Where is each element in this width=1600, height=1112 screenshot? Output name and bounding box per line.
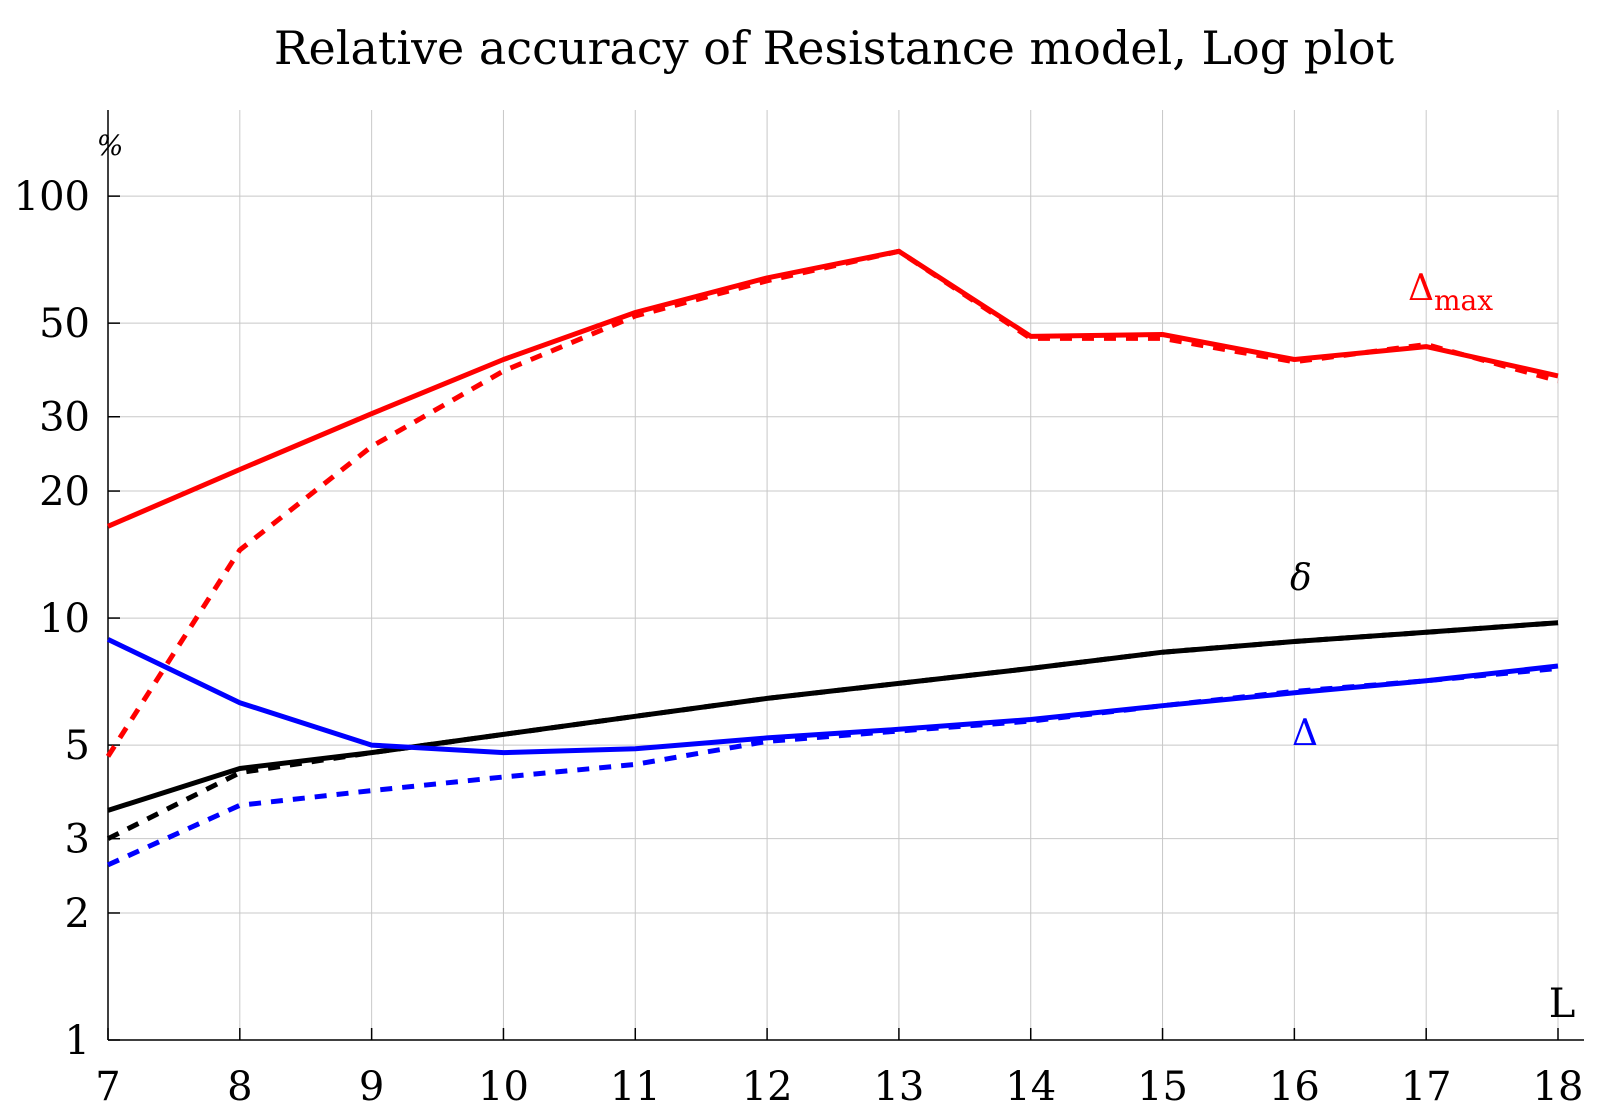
y-tick-label: 1 <box>65 1018 90 1064</box>
chart-title: Relative accuracy of Resistance model, L… <box>274 21 1395 75</box>
x-tick-label: 9 <box>359 1064 384 1110</box>
x-axis-unit-label: L <box>1549 981 1576 1027</box>
x-tick-label: 11 <box>610 1064 661 1110</box>
x-tick-label: 8 <box>227 1064 252 1110</box>
y-tick-label: 3 <box>65 817 90 863</box>
series-line-labeled-2-solid <box>107 620 1559 813</box>
y-tick-label: 20 <box>39 469 90 515</box>
series-label-0: Δmax <box>1408 268 1493 317</box>
y-axis-unit-label: % <box>97 129 124 162</box>
series-line-1-dashed <box>105 248 1559 758</box>
series-label-main: Δ <box>1408 268 1434 309</box>
grid <box>107 110 1559 1041</box>
x-tick-label: 15 <box>1137 1064 1188 1110</box>
series-line-5-dashed <box>106 665 1559 868</box>
series-label-2: δ <box>1290 558 1312 599</box>
series-label-subscript: max <box>1434 284 1493 317</box>
y-tick-label: 5 <box>65 723 90 769</box>
series-label-main: δ <box>1290 558 1312 599</box>
x-tick-label: 18 <box>1533 1064 1584 1110</box>
x-tick-label: 14 <box>1005 1064 1056 1110</box>
y-tick-label: 2 <box>65 891 90 937</box>
x-tick-label: 13 <box>873 1064 924 1110</box>
series-line-3-dashed <box>106 620 1559 841</box>
x-tick-label: 17 <box>1401 1064 1452 1110</box>
series-label-4: Δ <box>1292 713 1318 754</box>
y-tick-label: 100 <box>14 174 90 220</box>
y-tick-label: 10 <box>39 596 90 642</box>
x-tick-label: 7 <box>95 1064 120 1110</box>
x-tick-label: 10 <box>478 1064 529 1110</box>
series-line-labeled-4-solid <box>106 637 1559 756</box>
y-tick-label: 50 <box>39 301 90 347</box>
x-tick-label: 16 <box>1269 1064 1320 1110</box>
y-tick-label: 30 <box>39 395 90 441</box>
series-label-main: Δ <box>1292 713 1318 754</box>
series-labels: Δmax δ Δ <box>1290 268 1493 754</box>
series-lines <box>105 248 1559 868</box>
x-tick-label: 12 <box>742 1064 793 1110</box>
